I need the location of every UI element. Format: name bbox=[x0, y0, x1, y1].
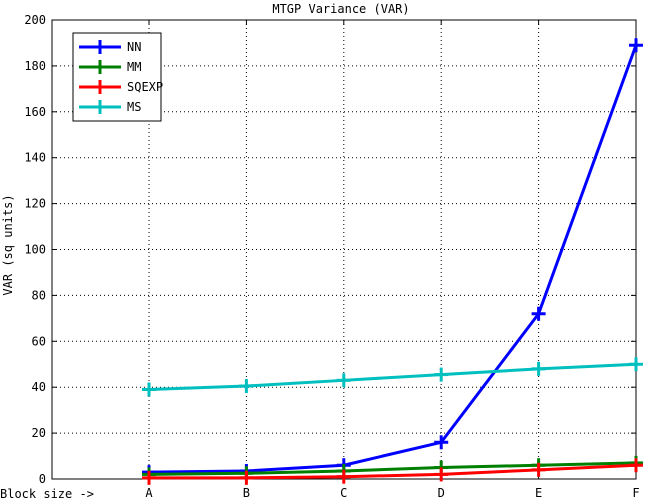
point-ms-F bbox=[629, 357, 643, 372]
legend-item-sqexp: SQEXP bbox=[79, 80, 163, 94]
legend-label: MS bbox=[127, 100, 141, 114]
point-ms-A bbox=[142, 382, 156, 397]
point-sqexp-F bbox=[629, 458, 643, 473]
point-ms-B bbox=[239, 379, 254, 394]
x-tick-label-D: D bbox=[438, 486, 445, 500]
x-tick-label-A: A bbox=[145, 486, 153, 500]
series-line-nn bbox=[148, 44, 638, 474]
axes: 0 20 40 60 80 100 120 140 160 180 200 A B C D E F bbox=[24, 13, 639, 500]
legend-label: MM bbox=[127, 60, 141, 74]
point-sqexp-C bbox=[336, 469, 351, 484]
x-tick-label-F: F bbox=[632, 486, 639, 500]
y-tick-label-120: 120 bbox=[24, 197, 46, 211]
point-sqexp-A bbox=[142, 470, 156, 485]
point-nn-E bbox=[531, 306, 546, 321]
y-tick-label-20: 20 bbox=[32, 426, 46, 440]
x-tick-label-E: E bbox=[535, 486, 542, 500]
chart-title: MTGP Variance (VAR) bbox=[272, 2, 409, 16]
point-ms-E bbox=[531, 361, 546, 376]
point-ms-C bbox=[336, 373, 351, 388]
y-tick-label-60: 60 bbox=[32, 334, 46, 348]
point-sqexp-D bbox=[434, 467, 449, 482]
point-sqexp-E bbox=[531, 462, 546, 477]
series-line-mm bbox=[148, 461, 637, 476]
y-tick-label-200: 200 bbox=[24, 13, 46, 27]
x-tick-label-B: B bbox=[243, 486, 250, 500]
y-tick-label-80: 80 bbox=[32, 288, 46, 302]
point-ms-D bbox=[434, 367, 449, 382]
legend-item-nn: NN bbox=[79, 40, 141, 54]
y-tick-label-180: 180 bbox=[24, 59, 46, 73]
legend-item-mm: MM bbox=[79, 60, 141, 74]
x-axis-label: Block size -> bbox=[0, 487, 94, 500]
point-nn-D bbox=[434, 435, 449, 450]
legend-label: SQEXP bbox=[127, 80, 163, 94]
series-group bbox=[142, 38, 643, 485]
y-tick-label-0: 0 bbox=[39, 472, 46, 486]
legend: NN MM SQEXP MS bbox=[72, 32, 163, 122]
x-tick-label-C: C bbox=[340, 486, 347, 500]
y-tick-label-100: 100 bbox=[24, 243, 46, 257]
series-line-sqexp bbox=[149, 463, 637, 480]
y-axis-label: VAR (sq units) bbox=[1, 194, 15, 295]
point-sqexp-B bbox=[239, 470, 254, 485]
series-line-ms bbox=[148, 362, 637, 391]
y-tick-label-140: 140 bbox=[24, 151, 46, 165]
y-tick-label-40: 40 bbox=[32, 380, 46, 394]
point-nn-F bbox=[629, 38, 643, 53]
legend-label: NN bbox=[127, 40, 141, 54]
legend-item-ms: MS bbox=[79, 100, 141, 114]
y-tick-label-160: 160 bbox=[24, 105, 46, 119]
